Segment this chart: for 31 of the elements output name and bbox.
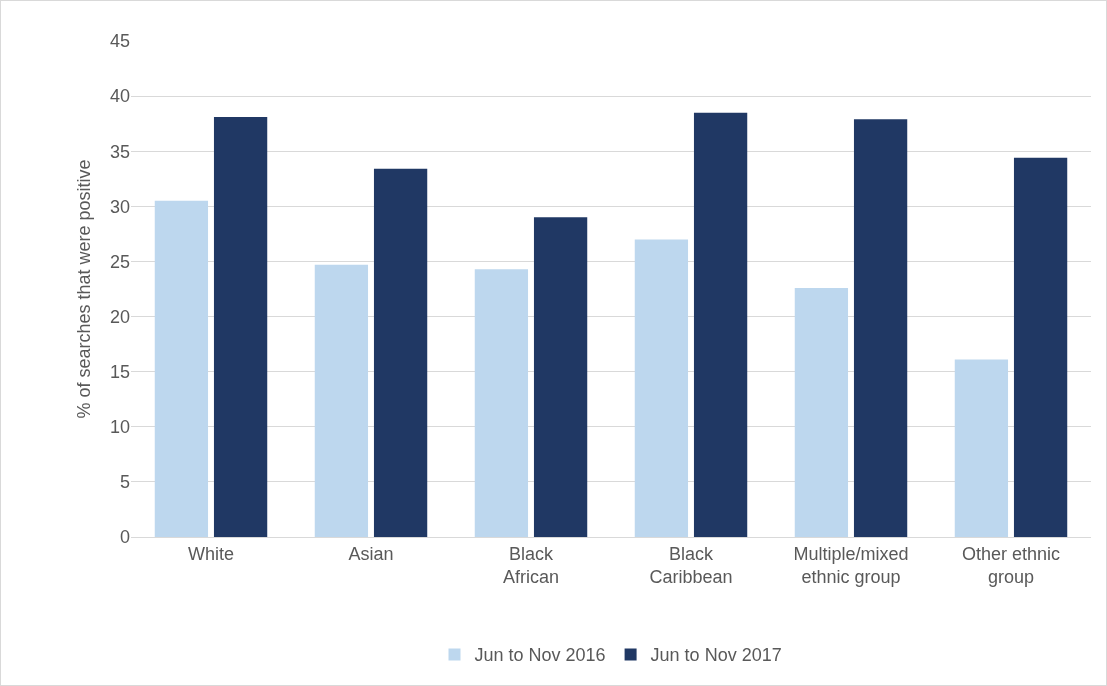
y-tick-label: 15	[109, 361, 130, 382]
bar	[693, 112, 748, 537]
bar	[154, 200, 209, 537]
y-tick-label: 20	[109, 306, 130, 327]
y-axis-title: % of searches that were positive	[74, 159, 95, 419]
y-tick-label: 25	[109, 251, 130, 272]
x-tick-label: Black Caribbean	[649, 543, 733, 587]
bar	[314, 264, 369, 537]
bar	[794, 287, 849, 537]
bar	[213, 117, 268, 537]
bar	[533, 217, 588, 537]
y-tick-label: 40	[109, 86, 130, 107]
bar	[853, 119, 908, 537]
bar	[954, 359, 1009, 537]
y-tick-label: 0	[119, 527, 130, 548]
y-tick-label: 45	[109, 31, 130, 52]
x-tick-label: Black African	[502, 543, 560, 587]
x-tick-label: Other ethnic group	[961, 543, 1061, 587]
x-tick-label: Asian	[348, 543, 394, 564]
y-tick-label: 5	[119, 472, 130, 493]
y-tick-label: 30	[109, 196, 130, 217]
bar	[373, 168, 428, 537]
bar	[474, 269, 529, 537]
y-tick-label: 35	[109, 141, 130, 162]
legend-label: Jun to Nov 2017	[650, 645, 782, 666]
x-tick-label: Multiple/mixed ethnic group	[793, 543, 909, 587]
y-tick-label: 10	[109, 417, 130, 438]
bar	[634, 239, 689, 537]
legend-label: Jun to Nov 2016	[474, 645, 606, 666]
x-tick-label: White	[187, 543, 235, 564]
bar	[1013, 157, 1068, 537]
